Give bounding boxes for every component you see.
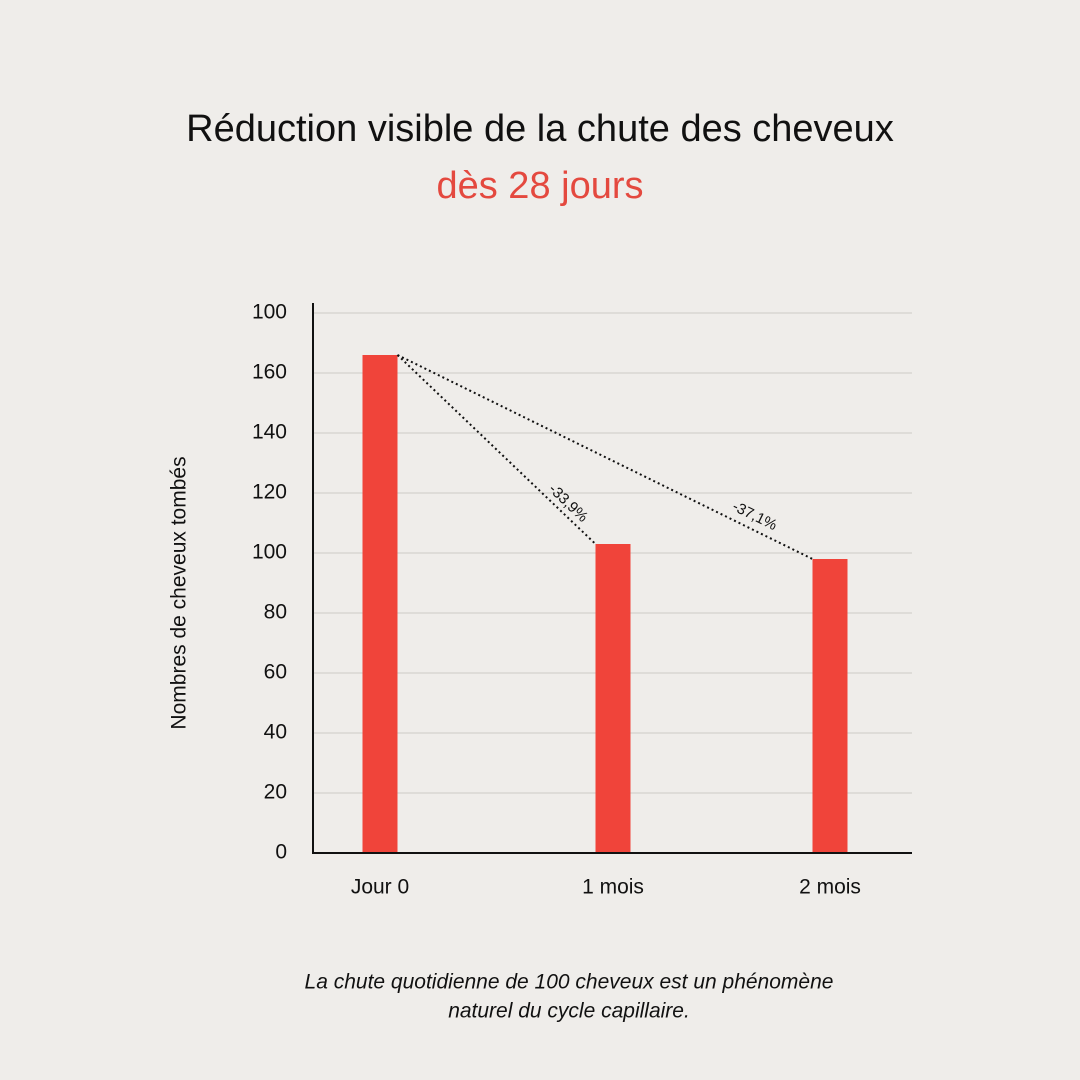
x-tick-label: Jour 0	[351, 876, 409, 899]
footnote: La chute quotidienne de 100 cheveux est …	[305, 971, 834, 994]
x-tick-label: 1 mois	[582, 876, 644, 899]
chart-subtitle: dès 28 jours	[436, 165, 643, 207]
bar	[362, 355, 398, 853]
y-tick-label: 0	[275, 841, 287, 864]
footnote: naturel du cycle capillaire.	[448, 1000, 690, 1023]
y-tick-label: 140	[252, 421, 287, 444]
bar	[595, 544, 631, 853]
chart-title: Réduction visible de la chute des cheveu…	[186, 108, 894, 150]
y-tick-label: 160	[252, 361, 287, 384]
bar	[812, 559, 848, 853]
y-tick-label: 100	[252, 301, 287, 324]
y-tick-label: 40	[264, 721, 287, 744]
comparison-line	[396, 354, 597, 545]
y-tick-label: 60	[264, 661, 287, 684]
x-tick-label: 2 mois	[799, 876, 861, 899]
y-tick-label: 100	[252, 541, 287, 564]
y-tick-label: 80	[264, 601, 287, 624]
comparison-line	[397, 354, 813, 560]
y-axis-label: Nombres de cheveux tombés	[168, 456, 191, 729]
y-tick-label: 120	[252, 481, 287, 504]
y-tick-label: 20	[264, 781, 287, 804]
